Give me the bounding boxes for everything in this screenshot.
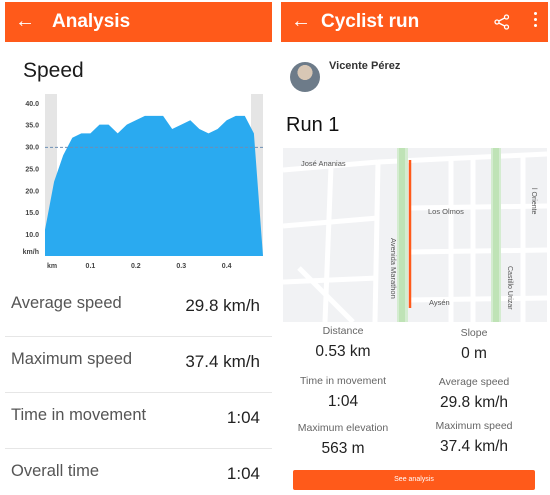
route-map-svg: José Ananias Los Olmos Aysén Avenida Mar…	[283, 148, 547, 322]
x-tick-label: 0.1	[86, 263, 96, 270]
metric-value: 0.53 km	[315, 343, 371, 360]
y-tick-label: 25.0	[25, 166, 39, 173]
back-arrow-icon[interactable]: ←	[15, 10, 35, 32]
stat-row-overall-time: Overall time 1:04	[5, 449, 272, 495]
section-title-speed: Speed	[23, 59, 84, 82]
metric-value: 1:04	[327, 393, 359, 410]
metric-value: 0 m	[461, 345, 487, 362]
back-arrow-icon[interactable]: ←	[291, 10, 311, 32]
metric-maximum-elevation: Maximum elevation 563 m	[273, 422, 413, 458]
stat-label: Overall time	[11, 462, 100, 480]
stat-row-maximum-speed: Maximum speed 37.4 km/h	[5, 337, 272, 393]
analysis-screen: ← Analysis Speed 10.0 15.0 20.0 25.0 30.0 35.…	[5, 2, 272, 493]
metric-time-in-movement: Time in movement 1:04	[273, 375, 413, 411]
metric-label: Average speed	[438, 376, 510, 388]
x-tick-label: 0.4	[222, 263, 232, 270]
run-metrics: Distance 0.53 km Slope 0 m Time in movem…	[281, 323, 548, 463]
x-tick-label: 0.2	[131, 263, 141, 270]
y-tick-label: 40.0	[25, 101, 39, 108]
run-app-bar: ← Cyclist run	[281, 2, 548, 42]
stat-row-average-speed: Average speed 29.8 km/h	[5, 281, 272, 337]
map-label-castillo-urizar: Castillo Urizar	[506, 266, 513, 310]
metric-distance: Distance 0.53 km	[273, 325, 413, 361]
page-title: Analysis	[52, 11, 131, 32]
metric-value: 29.8 km/h	[439, 394, 509, 411]
speed-chart: 10.0 15.0 20.0 25.0 30.0 35.0 40.0 km/h km 0.1 0.2…	[5, 88, 272, 276]
y-tick-label: 15.0	[25, 210, 39, 217]
map-label-los-olmos: Los Olmos	[428, 207, 464, 216]
metric-maximum-speed: Maximum speed 37.4 km/h	[404, 420, 544, 456]
speed-stats-list: Average speed 29.8 km/h Maximum speed 37…	[5, 281, 272, 495]
stat-value: 37.4 km/h	[185, 352, 260, 371]
stat-label: Maximum speed	[11, 350, 133, 368]
speed-chart-svg: 10.0 15.0 20.0 25.0 30.0 35.0 40.0 km/h km 0.1 0.2…	[23, 94, 263, 270]
stat-row-time-in-movement: Time in movement 1:04	[5, 393, 272, 449]
map-label-avenida-marathon: Avenida Marathon	[389, 238, 398, 299]
run-title: Run 1	[286, 114, 340, 136]
stat-value: 1:04	[226, 408, 260, 427]
x-axis-label: km	[47, 263, 57, 270]
metric-average-speed: Average speed 29.8 km/h	[404, 376, 544, 412]
user-name[interactable]: Vicente Pérez	[329, 60, 401, 72]
x-tick-label: 0.3	[176, 263, 186, 270]
avatar[interactable]	[290, 62, 320, 92]
speed-area	[45, 115, 263, 257]
route-map[interactable]: José Ananias Los Olmos Aysén Avenida Mar…	[283, 148, 547, 322]
cyclist-run-screen: ← Cyclist run Vicente Pérez Run 1	[281, 2, 548, 493]
metric-label: Distance	[322, 325, 364, 337]
y-tick-label: 10.0	[25, 232, 39, 239]
y-tick-label: 20.0	[25, 188, 39, 195]
y-axis-label: km/h	[23, 249, 39, 256]
share-icon[interactable]	[494, 14, 510, 30]
metric-value: 563 m	[321, 440, 365, 457]
more-vert-icon[interactable]	[532, 12, 538, 32]
stat-value: 29.8 km/h	[185, 296, 260, 315]
stat-label: Average speed	[11, 294, 122, 312]
metric-label: Maximum elevation	[297, 422, 389, 434]
metric-label: Slope	[460, 327, 488, 339]
y-tick-label: 30.0	[25, 145, 39, 152]
metric-label: Maximum speed	[435, 420, 513, 432]
stat-value: 1:04	[226, 464, 260, 483]
y-tick-label: 35.0	[25, 123, 39, 130]
map-label-oriente: l Oriente	[530, 188, 537, 215]
page-title: Cyclist run	[321, 11, 420, 32]
stat-label: Time in movement	[11, 406, 147, 424]
metric-value: 37.4 km/h	[439, 438, 509, 455]
metric-slope: Slope 0 m	[404, 327, 544, 363]
see-analysis-button[interactable]: See analysis	[293, 470, 535, 490]
map-label-aysen: Aysén	[429, 298, 450, 307]
map-label-jose-ananias: José Ananias	[301, 159, 346, 168]
metric-label: Time in movement	[300, 375, 386, 387]
analysis-app-bar: ← Analysis	[5, 2, 272, 42]
